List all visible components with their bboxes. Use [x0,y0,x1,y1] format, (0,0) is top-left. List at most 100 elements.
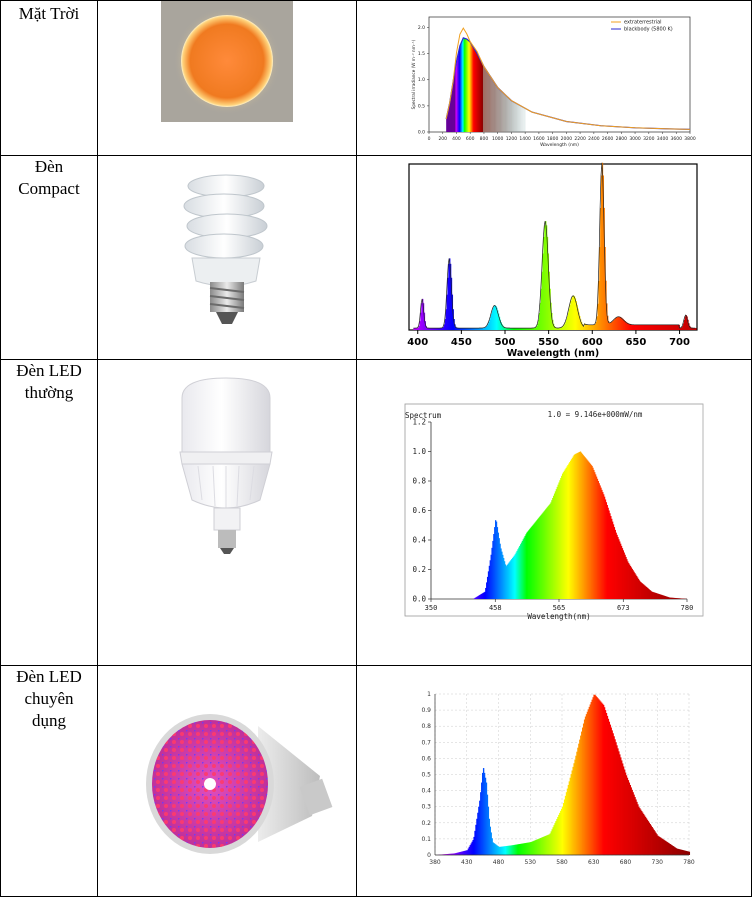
spectrum-band [459,852,461,855]
spectrum-band [545,509,547,599]
spectrum-band [615,742,617,855]
spectrum-band [671,597,674,599]
spectrum-band [507,563,509,599]
spectrum-band [670,597,673,599]
spectrum-band [619,541,621,599]
spectrum-band [541,271,543,330]
x-tick-label: 1000 [492,136,504,142]
spectrum-band [476,52,478,132]
spectrum-band [645,324,647,330]
spectrum-band [530,527,533,599]
spectrum-band [639,581,641,599]
spectrum-band [615,532,617,599]
spectrum-band [487,806,490,855]
spectrum-band [649,324,651,330]
spectrum-band [646,324,648,330]
spectrum-band [473,598,475,599]
spectrum-band [511,557,514,599]
spectrum-band [458,50,460,132]
y-tick-label: 0.6 [421,755,431,762]
x-tick-label: 3000 [629,136,641,142]
spectrum-band [607,718,610,855]
spectrum-band [552,497,554,599]
spectrum-band [614,319,616,330]
spectrum-band [456,852,458,855]
spectrum-band [458,328,461,330]
spectrum-band [415,328,418,330]
spectrum-band [570,774,572,855]
spectrum-band [526,532,528,599]
spectrum-band [511,100,513,132]
spectrum-band [512,845,514,855]
spectrum-band [518,547,520,599]
spectrum-band [687,319,689,330]
spectrum-band [631,568,633,599]
spectrum-band [603,707,606,855]
spectrum-band [592,324,594,330]
spectrum-band [612,321,614,330]
spectrum-band [561,473,564,599]
photo-cell [97,155,357,360]
spectrum-band [560,810,562,855]
x-axis-label: Wavelength(nm) [527,612,590,621]
spectrum-band [688,323,690,330]
x-tick-label: 450 [451,337,472,348]
x-tick-label: 2000 [561,136,573,142]
y-tick-label: 0.2 [412,565,426,574]
x-tick-label: 350 [425,604,438,612]
spectrum-band [512,328,515,330]
spectrum-band [501,324,503,330]
spectrum-band [492,540,494,599]
y-tick-label: 1 [427,691,431,698]
spectrum-band [461,43,463,133]
spectrum-band [491,310,494,330]
spectrum-band [597,698,599,855]
spectrum-band [464,38,466,132]
spectrum-band [677,598,679,599]
spectrum-band [650,590,652,599]
spectrum-band [607,320,610,330]
spectrum-band [537,839,539,855]
y-tick-label: 0.1 [421,836,431,843]
spectrum-band [446,116,448,132]
spectrum-band [643,584,645,599]
spectrum-band [495,83,497,132]
spectrum-band [550,502,552,599]
spectrum-band [442,327,444,330]
spectrum-band [516,550,518,599]
spectrum-band [546,236,549,330]
spectrum-band [605,712,608,855]
spectrum-band [652,591,654,599]
spectrum-band [487,324,489,330]
spectrum-band [576,304,578,330]
spectrum-band [640,324,642,330]
spectrum-band [506,564,508,599]
x-tick-label: 3600 [671,136,683,142]
spectrum-band [490,76,492,132]
spectrum-band [562,326,564,330]
x-tick-label: 580 [556,859,568,866]
spectrum-band [626,322,628,330]
spectrum-band [587,461,590,599]
spectrum-band [462,39,464,132]
spectrum-band [617,748,619,855]
spectrum-band [615,317,618,330]
spectrum-band [454,70,456,132]
spectrum-band [670,597,672,599]
spectrum-band [630,324,632,330]
spectrum-band [572,456,574,599]
spectrum-band [681,327,683,330]
chart-title: Spectrum [405,411,442,420]
spectrum-band [558,327,560,330]
spectrum-band [511,559,513,599]
spectrum-band [463,850,466,855]
spectrum-band [629,784,631,855]
spectrum-band [536,839,538,855]
x-tick-label: 1400 [519,136,531,142]
spectrum-band [602,703,604,855]
spectrum-band [536,326,538,330]
spectrum-band [481,62,483,133]
x-tick-label: 480 [493,859,505,866]
spectrum-band [588,462,591,599]
spectrum-band [595,695,597,855]
